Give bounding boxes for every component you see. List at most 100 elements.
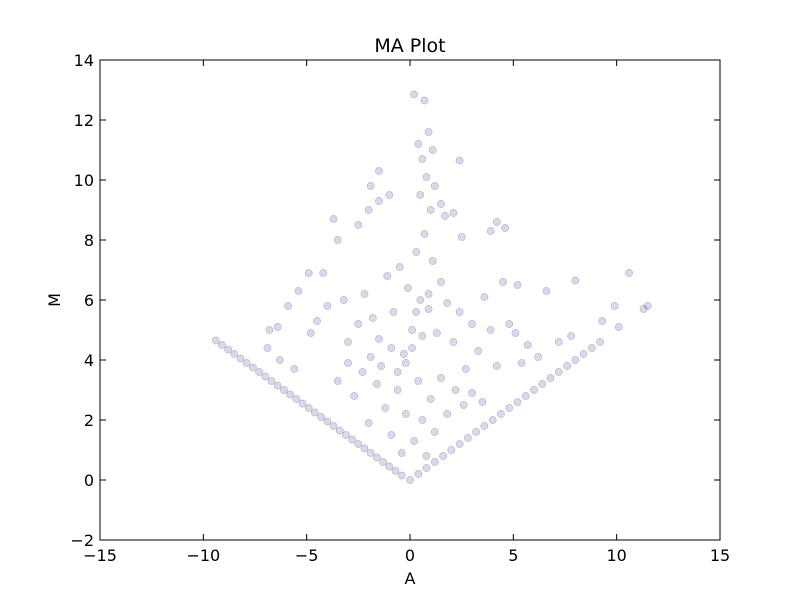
scatter-point [480,422,489,430]
scatter-point [499,278,507,286]
scatter-point [375,197,383,205]
scatter-point [517,359,526,367]
scatter-point [329,422,338,430]
scatter-point [416,296,425,304]
scatter-point [412,308,421,316]
scatter-point [422,464,431,472]
scatter-point [422,173,431,181]
x-tick-label: −15 [83,546,117,565]
scatter-point [474,347,483,355]
y-axis-ticks: −2 0 2 4 6 8 10 12 14 [70,51,720,550]
scatter-point [571,276,580,285]
scatter-point [375,167,383,175]
scatter-point [563,362,571,370]
scatter-point [298,399,307,408]
scatter-point [354,320,363,328]
scatter-point [412,248,421,256]
scatter-points-layer [211,90,652,484]
scatter-point [571,356,580,364]
scatter-point [588,344,596,352]
scatter-point [248,363,257,372]
x-tick-label: 5 [508,546,518,565]
scatter-point [236,354,245,363]
scatter-point [567,332,576,340]
scatter-point [319,269,328,277]
scatter-point [430,458,439,466]
scatter-point [414,470,423,478]
scatter-point [333,377,342,385]
scatter-point [523,341,532,349]
scatter-point [428,146,437,154]
y-axis-title: M [45,293,64,307]
scatter-point [393,386,402,394]
chart-title: MA Plot [374,35,445,57]
scatter-point [534,353,542,361]
scatter-point [406,476,414,484]
scatter-point [418,155,427,163]
scatter-point [643,302,652,310]
scatter-point [598,317,607,325]
scatter-point [451,386,460,394]
scatter-point [472,428,480,436]
scatter-point [304,269,313,277]
scatter-point [366,353,375,361]
scatter-point [265,326,274,334]
scatter-point [430,428,439,436]
scatter-point [292,395,301,403]
scatter-point [437,374,445,382]
scatter-point [418,416,427,424]
scatter-point [463,434,472,442]
scatter-point [273,381,282,390]
scatter-point [443,299,452,307]
scatter-point [354,440,363,448]
scatter-point [255,368,263,376]
scatter-point [275,356,284,364]
scatter-point [397,471,406,480]
scatter-point [437,278,445,286]
scatter-point [542,287,551,295]
scatter-point [313,317,321,325]
scatter-point [492,362,501,370]
scatter-point [480,293,489,301]
scatter-point [408,326,416,334]
y-tick-label: 14 [74,51,94,70]
scatter-point [360,290,369,298]
y-tick-label: 0 [84,471,94,490]
scatter-point [383,272,392,280]
scatter-point [401,410,410,418]
scatter-point [217,341,226,349]
scatter-point [341,431,350,439]
scatter-point [366,449,375,457]
scatter-point [455,156,464,165]
scatter-point [284,302,292,310]
scatter-point [530,386,538,394]
scatter-point [339,296,348,304]
scatter-point [306,329,315,337]
scatter-point [546,374,555,382]
scatter-point [428,257,437,265]
scatter-point [242,359,251,367]
scatter-point [410,90,418,99]
scatter-point [267,377,276,385]
scatter-point [403,284,412,292]
scatter-point [290,365,299,373]
x-tick-label: −10 [186,546,220,565]
scatter-point [501,224,509,232]
scatter-point [625,269,633,277]
scatter-point [317,413,325,421]
scatter-point [426,206,435,214]
scatter-point [310,408,319,417]
scatter-point [364,206,373,214]
scatter-point [372,453,381,462]
scatter-point [455,308,464,316]
scatter-point [397,449,406,457]
scatter-point [424,128,433,136]
scatter-point [335,426,344,435]
scatter-point [455,440,464,448]
scatter-point [323,417,332,426]
scatter-point [344,359,352,367]
x-tick-label: −5 [295,546,319,565]
scatter-point [459,401,468,409]
